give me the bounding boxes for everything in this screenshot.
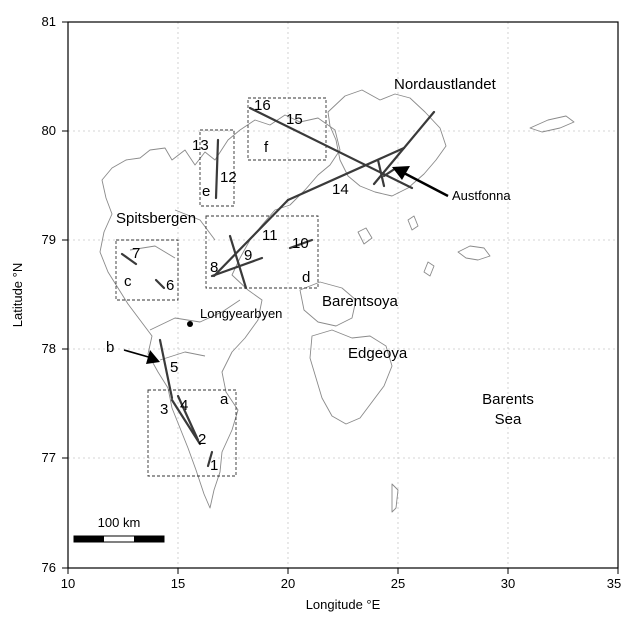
- x-axis-label: Longitude °E: [306, 597, 381, 612]
- profile-number: 3: [160, 401, 168, 418]
- x-tick-label: 10: [61, 576, 75, 591]
- scale-bar-label: 100 km: [98, 515, 141, 530]
- study-area-d: [205, 215, 319, 289]
- place-labels: Nordaustlandet Spitsbergen Austfonna Lon…: [116, 76, 534, 428]
- track-12: [214, 138, 220, 200]
- profile-number: 11: [262, 227, 278, 244]
- profile-number: 4: [180, 397, 188, 414]
- area-label-a: a: [220, 391, 229, 408]
- profile-number: 14: [332, 181, 349, 198]
- track-8: [210, 256, 264, 278]
- scale-bar: 100 km: [73, 515, 165, 543]
- y-axis-label: Latitude °N: [10, 263, 25, 327]
- place-barentsoya: Barentsoya: [322, 293, 399, 310]
- study-area-e: [199, 129, 235, 207]
- area-label-f: f: [264, 139, 269, 156]
- y-tick-label: 80: [42, 123, 56, 138]
- profile-number: 13: [192, 137, 209, 154]
- arrows: [123, 166, 449, 364]
- place-spitsbergen: Spitsbergen: [116, 210, 196, 227]
- x-tick-label: 35: [607, 576, 621, 591]
- area-label-b: b: [106, 339, 114, 356]
- profile-number: 7: [132, 245, 140, 262]
- nordaustlandet-coast: [327, 89, 447, 197]
- track-14: [286, 146, 406, 202]
- track-5: [158, 338, 174, 400]
- track-9: [228, 234, 248, 290]
- track-nordaust: [372, 110, 436, 186]
- profile-numbers: 1 2 3 4 5 6 7 8 9 10 11 12 13 14 15 16: [132, 97, 349, 474]
- x-tick-label: 20: [281, 576, 295, 591]
- profile-number: 15: [286, 111, 303, 128]
- profile-number: 9: [244, 247, 252, 264]
- area-label-e: e: [202, 183, 210, 200]
- profile-number: 6: [166, 277, 174, 294]
- profile-number: 8: [210, 259, 218, 276]
- profile-number: 16: [254, 97, 271, 114]
- y-tick-label: 79: [42, 232, 56, 247]
- grid-lines: [68, 22, 618, 568]
- place-austfonna: Austfonna: [452, 188, 511, 203]
- x-tick-label: 30: [501, 576, 515, 591]
- profile-number: 5: [170, 359, 178, 376]
- y-tick-label: 76: [42, 560, 56, 575]
- barentsoya-coast: [299, 281, 357, 327]
- profile-number: 12: [220, 169, 237, 186]
- profile-number: 2: [198, 431, 206, 448]
- y-tick-label: 77: [42, 450, 56, 465]
- study-areas: [115, 97, 327, 477]
- place-longyearbyen: Longyearbyen: [200, 306, 282, 321]
- track-10: [288, 238, 314, 250]
- place-nordaustlandet: Nordaustlandet: [394, 76, 497, 93]
- map-frame: [67, 21, 619, 569]
- y-tick-labels: 81 80 79 78 77 76: [42, 14, 56, 575]
- axis-ticks: [62, 21, 619, 574]
- profile-tracks: [120, 106, 436, 468]
- edgeoya-coast: [309, 329, 393, 425]
- y-tick-label: 78: [42, 341, 56, 356]
- area-b-arrow-icon: [146, 350, 160, 364]
- profile-number: 10: [292, 235, 309, 252]
- area-label-c: c: [124, 273, 132, 290]
- track-11: [212, 198, 290, 278]
- track-7: [120, 252, 138, 266]
- profile-number: 1: [210, 457, 218, 474]
- study-area-letters: a b c d e f: [106, 139, 310, 408]
- study-area-c: [115, 239, 179, 301]
- track-15: [248, 106, 414, 190]
- area-label-d: d: [302, 269, 310, 286]
- y-tick-label: 81: [42, 14, 56, 29]
- track-1: [206, 450, 214, 468]
- longyearbyen-marker: [187, 321, 193, 327]
- x-tick-labels: 10 15 20 25 30 35: [61, 576, 621, 591]
- track-3: [176, 394, 200, 442]
- coastlines: [99, 89, 575, 513]
- spitsbergen-coast: [99, 114, 341, 509]
- austfonna-arrow-icon: [392, 166, 410, 180]
- place-edgeoya: Edgeoya: [348, 345, 408, 362]
- place-barents: Barents: [482, 391, 534, 408]
- track-6: [154, 278, 166, 290]
- place-sea: Sea: [495, 411, 522, 428]
- study-area-a: [147, 389, 237, 477]
- x-tick-label: 25: [391, 576, 405, 591]
- x-tick-label: 15: [171, 576, 185, 591]
